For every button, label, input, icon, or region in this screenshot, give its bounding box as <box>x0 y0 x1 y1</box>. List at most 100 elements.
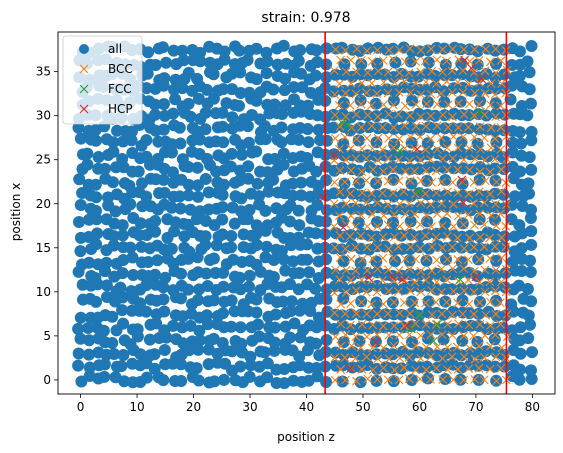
bcc-point <box>485 297 495 307</box>
all-point <box>353 164 365 177</box>
all-point <box>173 190 186 203</box>
all-point <box>336 243 348 256</box>
hcp-point <box>364 273 374 283</box>
all-point <box>275 121 288 134</box>
all-point <box>200 309 213 322</box>
all-point <box>524 97 537 110</box>
all-point <box>430 349 443 362</box>
bcc-point <box>411 121 421 131</box>
bcc-point <box>427 310 437 320</box>
all-point <box>169 93 182 106</box>
bcc-point <box>378 343 388 353</box>
fcc-point <box>476 107 485 117</box>
bcc-point <box>362 242 372 252</box>
bcc-point <box>346 211 356 221</box>
bcc-point <box>410 166 419 176</box>
all-point <box>218 45 231 58</box>
bcc-point <box>490 154 500 164</box>
bcc-point <box>480 220 489 229</box>
all-point <box>454 43 467 56</box>
all-point <box>522 332 535 345</box>
all-point <box>208 294 220 307</box>
bcc-point <box>432 121 442 131</box>
bcc-point <box>442 209 452 218</box>
bcc-point <box>351 266 361 276</box>
all-point <box>293 350 306 363</box>
all-point <box>472 253 485 266</box>
bcc-point <box>335 79 344 89</box>
hcp-point <box>457 175 467 185</box>
all-point <box>261 371 274 384</box>
bcc-point <box>496 56 506 66</box>
bcc-point <box>496 209 505 219</box>
all-point <box>336 280 349 293</box>
all-point <box>320 253 332 266</box>
hcp-point <box>398 275 407 284</box>
bcc-point <box>373 176 383 186</box>
bcc-point <box>373 264 382 274</box>
bcc-point <box>345 189 355 199</box>
bcc-point <box>454 319 463 329</box>
all-point <box>235 192 248 205</box>
bcc-point <box>351 354 360 363</box>
bcc-point <box>372 287 382 297</box>
all-point <box>515 137 528 150</box>
all-point <box>116 153 129 165</box>
legend-box <box>62 35 143 125</box>
bcc-point <box>406 88 415 97</box>
all-point <box>258 346 271 359</box>
bcc-point <box>400 276 410 285</box>
all-point <box>157 173 170 186</box>
plot-markers <box>72 39 538 390</box>
bcc-point <box>438 110 448 120</box>
all-point <box>296 81 309 94</box>
all-point <box>250 258 263 271</box>
bcc-point <box>480 110 489 120</box>
bcc-point <box>437 177 447 187</box>
bcc-point <box>480 88 490 98</box>
all-point <box>107 145 120 158</box>
all-point <box>201 152 213 165</box>
bcc-point <box>437 243 447 253</box>
bcc-point <box>459 264 468 274</box>
all-point <box>252 318 264 331</box>
y-axis-ticks: 0 5 10 15 20 25 30 35 <box>36 65 58 387</box>
all-point <box>109 205 122 218</box>
bcc-point <box>383 88 393 98</box>
all-point <box>74 245 87 258</box>
bcc-point <box>470 220 479 230</box>
bcc-point <box>352 44 362 54</box>
bcc-point <box>438 354 448 363</box>
all-point <box>106 337 119 349</box>
bcc-point <box>442 297 452 307</box>
bcc-point <box>486 100 495 110</box>
bcc-point <box>437 309 447 319</box>
hcp-point <box>319 164 329 173</box>
all-point <box>254 113 266 126</box>
bcc-point <box>372 309 382 319</box>
all-point <box>338 177 351 190</box>
bcc-point <box>378 167 388 176</box>
all-point <box>302 136 315 149</box>
bcc-point <box>416 90 426 99</box>
all-point <box>420 254 433 267</box>
all-point <box>525 238 538 251</box>
bcc-point <box>378 122 387 132</box>
bcc-point <box>486 341 495 351</box>
all-point <box>140 305 153 318</box>
all-point <box>191 72 204 85</box>
all-point <box>260 67 273 80</box>
all-point <box>279 99 292 112</box>
bcc-point <box>351 222 361 231</box>
bcc-point <box>405 176 415 186</box>
bcc-point <box>497 343 507 353</box>
all-point <box>523 187 535 200</box>
bcc-point <box>475 122 485 132</box>
bcc-point <box>368 165 378 175</box>
x-tick-label: 10 <box>129 400 144 414</box>
bcc-point <box>335 187 345 197</box>
all-point <box>395 362 408 375</box>
all-point <box>192 294 204 306</box>
all-point <box>284 232 297 244</box>
all-point <box>414 201 426 214</box>
